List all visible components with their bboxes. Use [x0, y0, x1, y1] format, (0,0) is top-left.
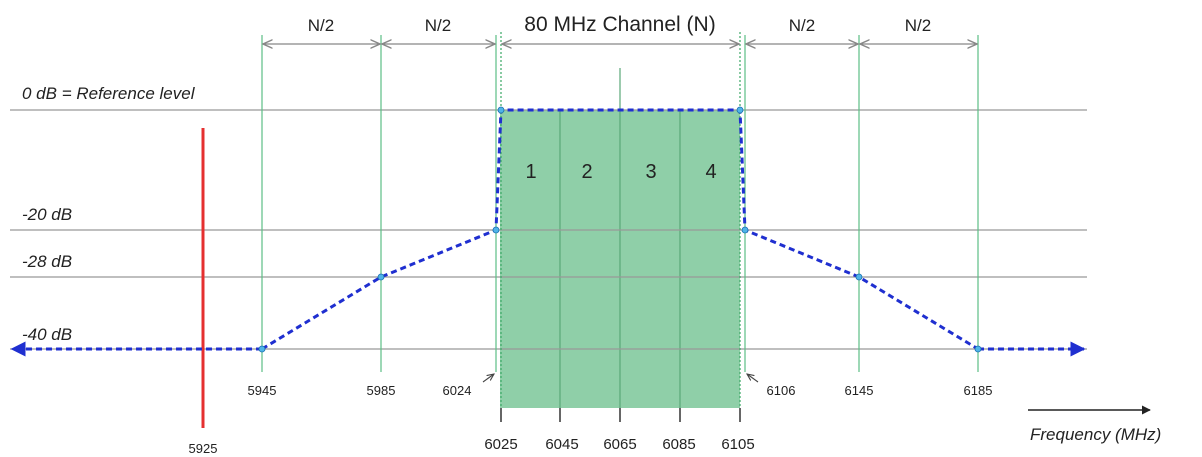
- mask-line: [261, 108, 979, 351]
- subchannel-label: 4: [705, 161, 716, 183]
- spectral-mask: [10, 106, 1086, 357]
- freq-label-6145: 6145: [845, 383, 874, 398]
- subchannel-label: 1: [525, 161, 536, 183]
- channel-freq-label: 6045: [545, 436, 578, 453]
- mask-point-6025: [497, 106, 505, 114]
- pointer-arrow-6024: [482, 374, 494, 383]
- mask-point-6106: [741, 226, 749, 234]
- span-label: N/2: [308, 16, 334, 35]
- channel-freq-label: 6065: [603, 436, 636, 453]
- frequency-axis-label: Frequency (MHz): [1030, 425, 1161, 444]
- pointer-arrow-6106: [747, 374, 759, 383]
- freq-label-6024: 6024: [443, 383, 472, 398]
- freq-label-5945: 5945: [248, 383, 277, 398]
- channel-freq-label: 6025: [484, 436, 517, 453]
- span-label: N/2: [425, 16, 451, 35]
- level-label-40db: -40 dB: [22, 325, 72, 344]
- mask-point-6024: [492, 226, 500, 234]
- channel-freq-label: 6085: [662, 436, 695, 453]
- level-label-28db: -28 dB: [22, 252, 72, 271]
- mask-point-6105: [736, 106, 744, 114]
- subchannel-label: 3: [645, 161, 656, 183]
- level-label-20db: -20 dB: [22, 205, 72, 224]
- mask-point-5945: [258, 345, 266, 353]
- freq-label-6185: 6185: [964, 383, 993, 398]
- span-label: N/2: [905, 16, 931, 35]
- chart-title: 80 MHz Channel (N): [524, 13, 715, 36]
- span-label: N/2: [789, 16, 815, 35]
- reference-level-label: 0 dB = Reference level: [22, 84, 196, 103]
- band-edge-label: 5925: [189, 441, 218, 456]
- mask-point-5985: [377, 273, 385, 281]
- subchannel-label: 2: [581, 161, 592, 183]
- title-background: [503, 10, 737, 38]
- channel-freq-label: 6105: [721, 436, 754, 453]
- mask-point-6145: [855, 273, 863, 281]
- freq-label-5985: 5985: [367, 383, 396, 398]
- freq-label-6106: 6106: [767, 383, 796, 398]
- mask-point-6185: [974, 345, 982, 353]
